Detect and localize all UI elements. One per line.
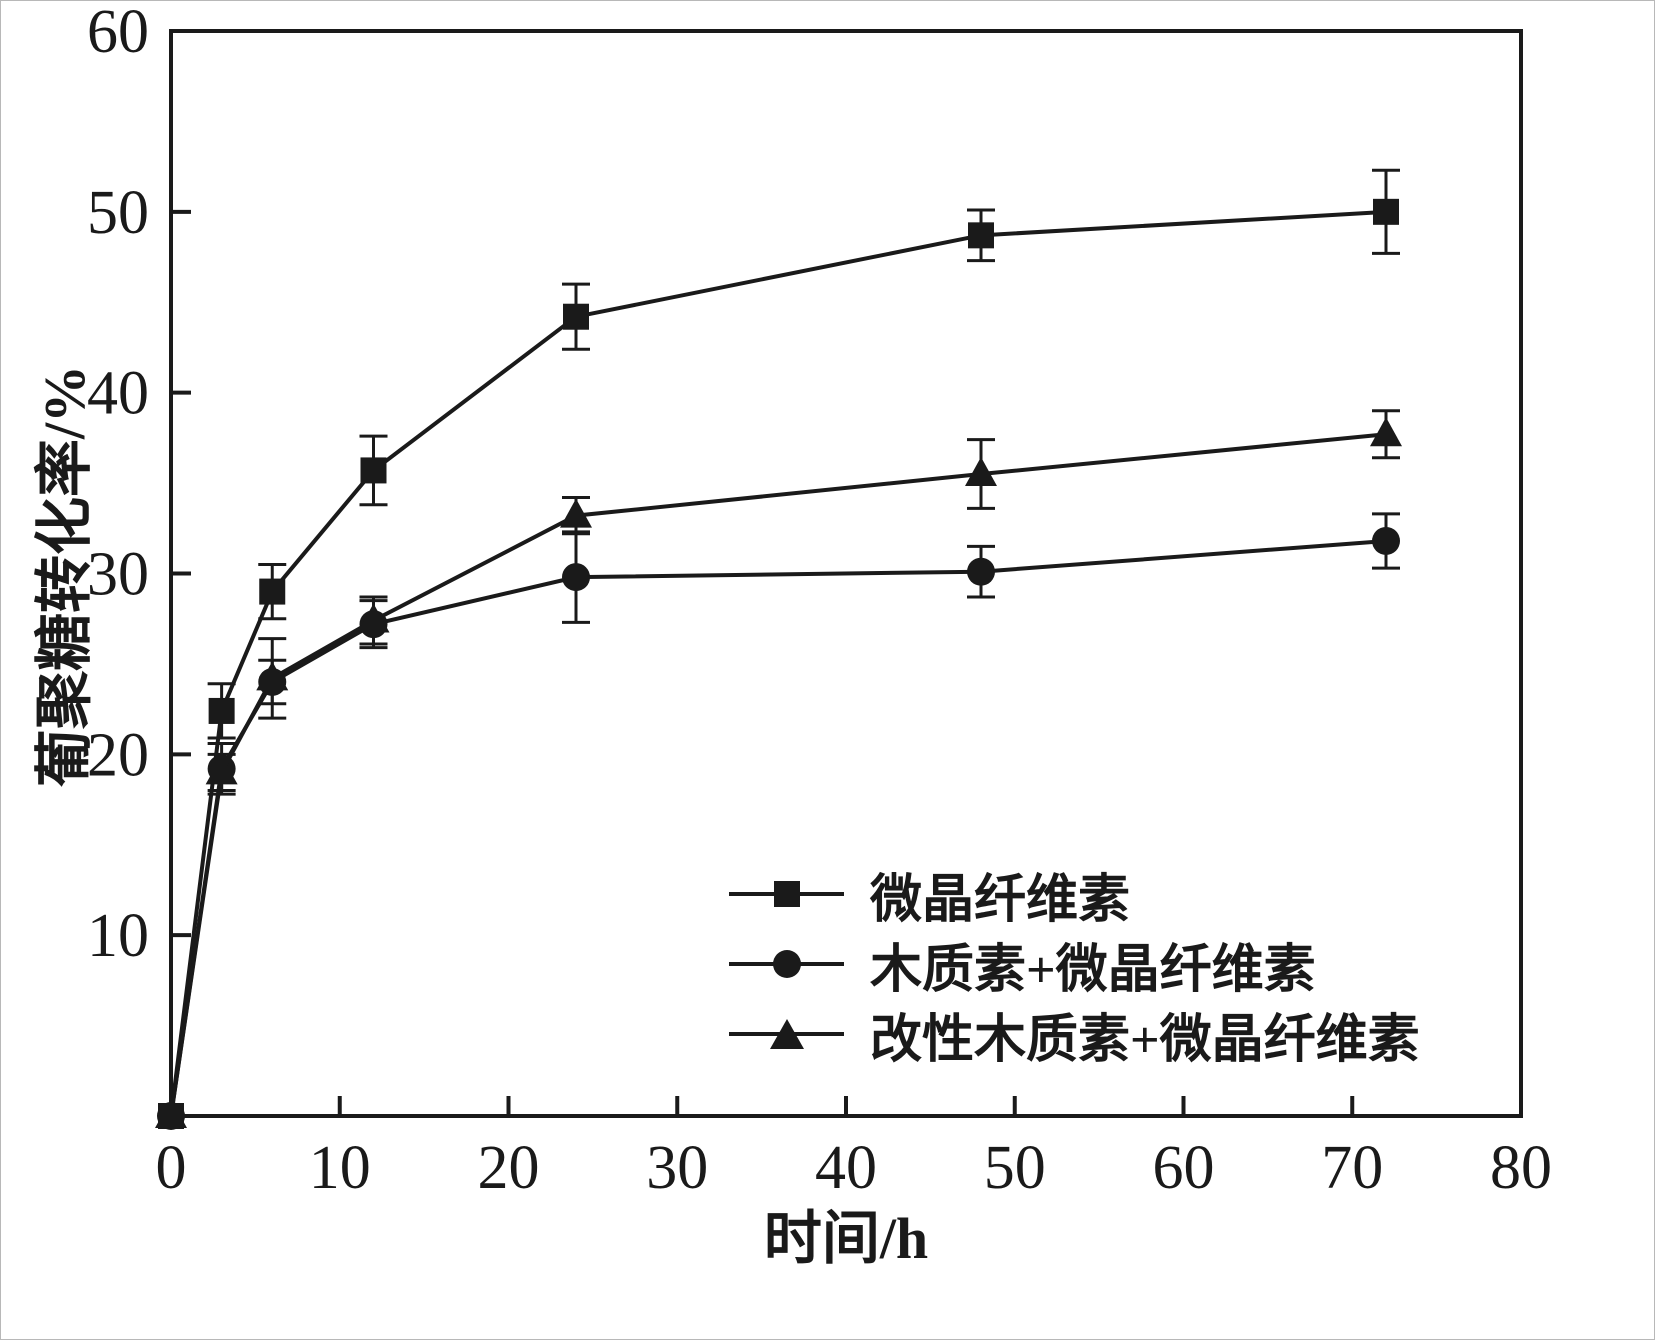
square-marker-icon [208,697,235,724]
legend-item-modified-lignin-mcc: 改性木质素+微晶纤维素 [729,999,1420,1069]
x-tick-label: 30 [646,1134,708,1202]
square-marker-icon [259,578,286,605]
x-tick-label: 80 [1490,1134,1552,1202]
y-tick-label: 10 [87,902,149,970]
y-tick-label: 30 [87,541,149,609]
x-tick-label: 0 [156,1134,187,1202]
x-tick-label: 60 [1153,1134,1215,1202]
square-marker-icon [360,457,387,484]
legend-key [729,877,844,911]
legend-label: 木质素+微晶纤维素 [870,941,1316,999]
legend-label: 微晶纤维素 [870,871,1131,929]
x-axis-title: 时间/h [763,1206,929,1271]
x-tick-label: 10 [309,1134,371,1202]
circle-marker-icon [562,563,590,592]
circle-marker-icon [1372,526,1400,555]
x-tick-label: 70 [1321,1134,1383,1202]
square-marker-icon [968,222,994,249]
x-tick-label: 20 [478,1134,540,1202]
series-triangle [155,409,1402,1128]
triangle-marker-icon [205,755,238,785]
legend-key [729,1017,844,1051]
legend-item-mcc: 微晶纤维素 [729,859,1420,929]
series-square [158,168,1400,1129]
y-tick-label: 40 [87,360,149,428]
y-tick-label: 60 [87,1,149,66]
legend-key [729,947,844,981]
y-tick-label: 50 [87,179,149,247]
triangle-marker-icon [256,661,289,691]
square-marker-icon [1373,198,1399,225]
circle-marker-icon [967,557,995,586]
triangle-marker-icon [1370,417,1402,447]
triangle-marker-icon [560,498,592,528]
y-axis: 10 20 30 40 50 60 [87,1,191,970]
legend-item-lignin-mcc: 木质素+微晶纤维素 [729,929,1420,999]
y-axis-title: 葡聚糖转化率/% [32,364,97,788]
legend: 微晶纤维素 木质素+微晶纤维素 改性木质素+微晶纤维素 [729,859,1420,1069]
x-tick-label: 40 [815,1134,877,1202]
x-tick-label: 50 [984,1134,1046,1202]
circle-marker-icon [772,950,801,978]
triangle-marker-icon [357,603,390,633]
y-tick-label: 20 [87,721,149,789]
square-marker-icon [563,303,589,330]
triangle-marker-icon [769,1019,804,1049]
legend-label: 改性木质素+微晶纤维素 [870,1011,1420,1069]
triangle-marker-icon [965,457,997,487]
square-marker-icon [773,881,800,907]
triangle-marker-icon [155,1099,187,1128]
x-axis: 0 10 20 30 40 50 60 70 80 [156,1096,1552,1202]
